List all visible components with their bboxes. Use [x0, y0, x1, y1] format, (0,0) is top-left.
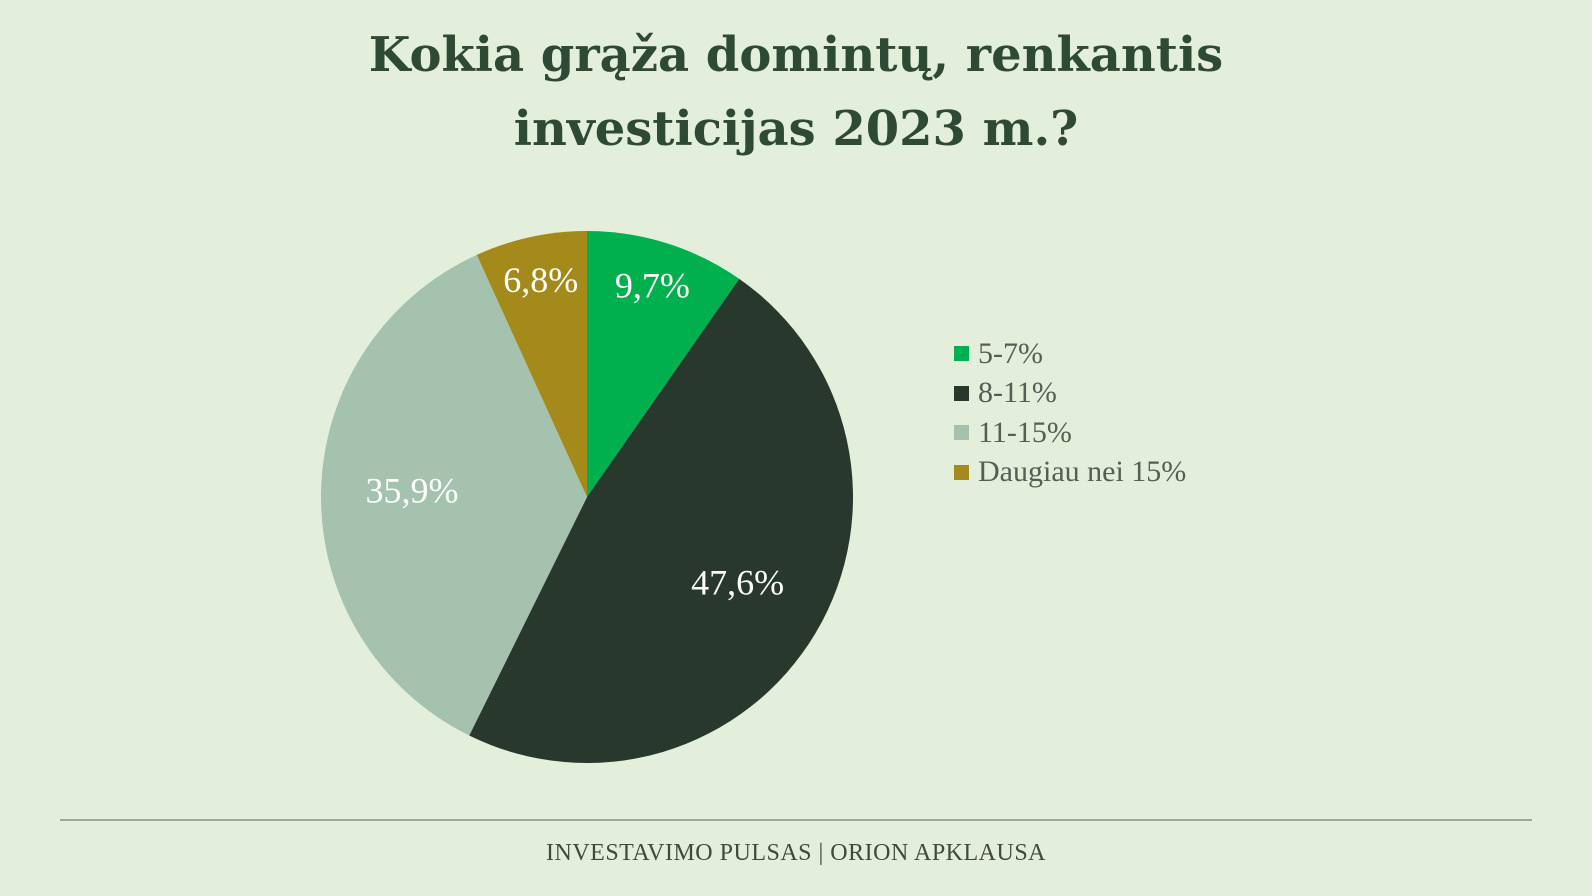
legend-swatch [954, 464, 969, 480]
data-label: 35,9% [366, 471, 459, 511]
chart-title-line-1: Kokia grąža domintų, renkantis [368, 27, 1224, 83]
slice-8-11 [469, 278, 854, 764]
legend-label: Daugiau nei 15% [978, 455, 1187, 489]
data-label: 6,8% [503, 260, 578, 300]
legend-label: 5-7% [978, 336, 1043, 370]
pie-labels: 9,7% 47,6% 35,9% 6,8% [366, 260, 785, 602]
legend-item-11-15: 11-15% [954, 413, 1186, 453]
slice-11-15 [321, 254, 587, 736]
data-label: 9,7% [615, 265, 690, 305]
legend-item-5-7: 5-7% [954, 334, 1186, 374]
footer-source: INVESTAVIMO PULSAS | ORION APKLAUSA [546, 840, 1046, 866]
footer-divider [60, 819, 1532, 821]
pie-slices [321, 231, 854, 764]
chart-title-line-2: investicijas 2023 m.? [513, 101, 1079, 157]
chart-title: Kokia grąža domintų, renkantis investici… [0, 18, 1592, 166]
legend-label: 8-11% [978, 376, 1057, 410]
legend-item-8-11: 8-11% [954, 374, 1186, 414]
legend-swatch [954, 425, 969, 441]
slice-5-7 [587, 231, 740, 497]
data-label: 47,6% [691, 562, 784, 602]
legend-swatch [954, 346, 969, 362]
legend-item-over-15: Daugiau nei 15% [954, 453, 1186, 493]
legend-swatch [954, 385, 969, 401]
legend-label: 11-15% [978, 415, 1072, 449]
legend: 5-7% 8-11% 11-15% Daugiau nei 15% [954, 334, 1186, 492]
slice-over-15 [476, 231, 587, 497]
